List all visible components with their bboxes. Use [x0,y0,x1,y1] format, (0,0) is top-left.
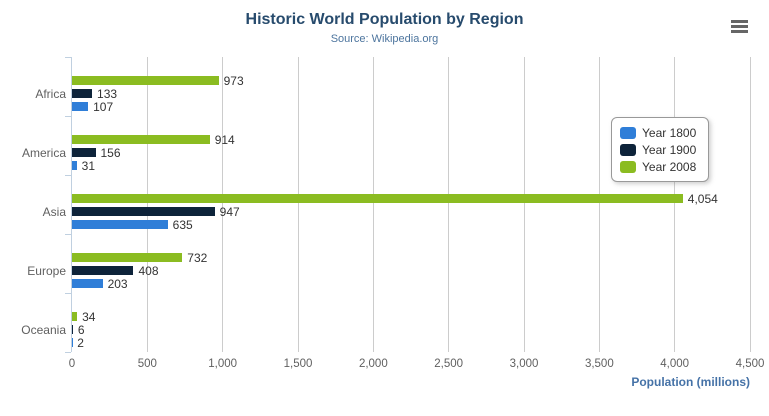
bar-africa-year-1800[interactable] [72,102,89,111]
bar-value-label: 635 [172,217,193,232]
chart-title: Historic World Population by Region [245,11,524,28]
chart-subtitle: Source: Wikipedia.org [330,33,439,45]
bar-africa-year-1900[interactable] [72,89,93,98]
bar-europe-year-1800[interactable] [72,279,103,288]
gridline [749,57,751,352]
legend-symbol [620,143,636,156]
bar-value-label: 408 [138,263,159,278]
category-label-africa: Africa [35,86,66,101]
bar-value-label: 947 [219,204,240,219]
bar-value-label: 732 [187,250,208,265]
x-axis-title: Population (millions) [631,375,750,389]
bar-value-label: 4,054 [687,191,718,206]
bar-value-label: 156 [100,145,121,160]
bar-oceania-year-2008[interactable] [72,312,78,321]
bar-value-label: 914 [214,132,235,147]
bar-europe-year-1900[interactable] [72,266,134,275]
x-tick-label: 4,500 [735,358,765,370]
y-axis-tick [65,293,71,294]
hamburger-bar [731,25,748,28]
bar-asia-year-2008[interactable] [72,194,683,203]
x-tick-label: 3,500 [584,358,614,370]
bar-europe-year-2008[interactable] [72,253,183,262]
gridline [523,57,525,352]
hamburger-bar [731,20,748,23]
gridline [448,57,450,352]
y-axis-line [71,57,72,352]
category-label-oceania: Oceania [21,322,66,337]
x-tick-label: 1,000 [208,358,238,370]
category-label-europe: Europe [27,263,66,278]
bar-value-label: 2 [77,335,84,350]
bar-value-label: 973 [223,73,244,88]
bar-value-label: 31 [81,158,96,173]
bar-oceania-year-1900[interactable] [72,325,73,334]
x-tick-label: 3,000 [509,358,539,370]
gridline [222,57,224,352]
plot-area: 973 133 107 914 156 31 4,054 947 635 732 408 203 34 6… [65,57,751,353]
x-tick-label: 4,000 [660,358,690,370]
y-axis-tick [65,57,71,58]
bar-value-label: 133 [97,86,118,101]
x-tick-label: 500 [137,358,157,370]
bar-america-year-1800[interactable] [72,161,77,170]
hamburger-bar [731,30,748,33]
x-tick-label: 2,500 [434,358,464,370]
hamburger-icon[interactable] [730,19,749,34]
y-axis-tick [65,352,71,353]
gridline [674,57,676,352]
legend-item-label: Year 1800 [642,125,697,140]
x-tick-label: 1,500 [283,358,313,370]
x-tick-label: 0 [68,358,76,370]
bar-value-label: 107 [93,99,114,114]
legend-symbol [620,160,636,173]
bar-africa-year-2008[interactable] [72,76,219,85]
y-axis-tick [65,234,71,235]
legend-symbol [620,126,636,139]
bar-value-label: 6 [77,322,85,337]
bar-america-year-2008[interactable] [72,135,210,144]
gridline [297,57,299,352]
gridline [146,57,148,352]
gridline [372,57,374,352]
legend-item-label: Year 1900 [642,142,697,157]
legend: Year 1800 Year 1900 Year 2008 [611,117,710,182]
bar-asia-year-1800[interactable] [72,220,168,229]
category-label-america: America [21,145,66,160]
legend-item-year-1900[interactable]: Year 1900 [620,141,696,158]
y-axis-tick [65,175,71,176]
bar-asia-year-1900[interactable] [72,207,215,216]
legend-item-year-2008[interactable]: Year 2008 [620,158,696,175]
y-axis-tick [65,116,71,117]
gridline [598,57,600,352]
legend-item-label: Year 2008 [642,159,697,174]
legend-item-year-1800[interactable]: Year 1800 [620,124,696,141]
category-label-asia: Asia [42,204,66,219]
x-tick-label: 2,000 [358,358,388,370]
bar-value-label: 34 [82,309,96,324]
bar-america-year-1900[interactable] [72,148,96,157]
bar-value-label: 203 [107,276,128,291]
